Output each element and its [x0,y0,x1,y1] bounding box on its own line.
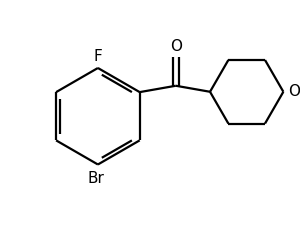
Text: O: O [170,39,182,54]
Text: O: O [288,84,300,99]
Text: F: F [94,49,102,64]
Text: Br: Br [88,170,104,185]
